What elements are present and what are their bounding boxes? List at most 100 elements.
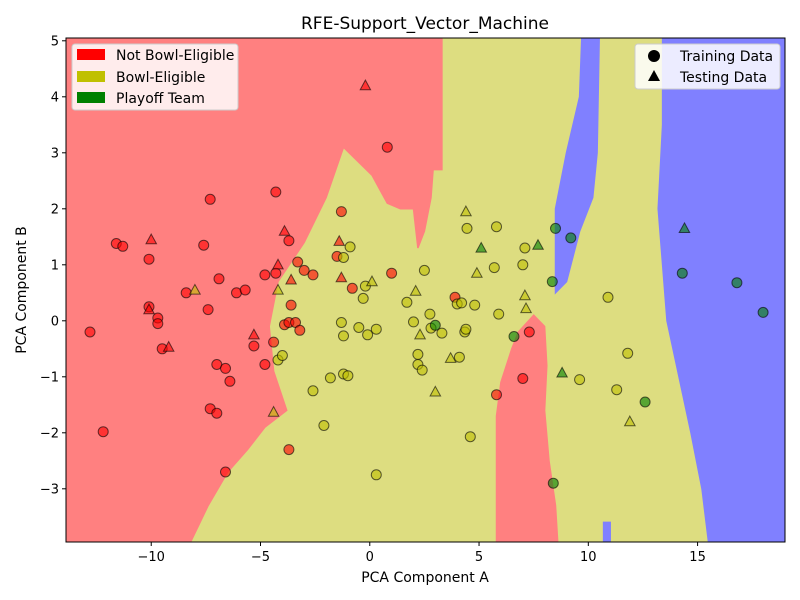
- testing-point: [247, 328, 261, 340]
- training-point: [488, 262, 500, 274]
- training-point: [456, 297, 468, 309]
- testing-point: [409, 284, 422, 296]
- testing-point: [359, 79, 372, 91]
- training-point: [259, 269, 271, 281]
- training-point: [546, 276, 558, 288]
- training-point: [292, 256, 304, 268]
- training-point: [611, 384, 623, 396]
- training-point: [324, 372, 336, 384]
- x-tick-label: 10: [580, 550, 597, 565]
- training-point: [180, 287, 192, 299]
- y-tick-label: −2: [40, 426, 59, 441]
- region-not-bowl-eligible-1: [495, 314, 559, 542]
- training-point: [220, 466, 231, 478]
- plot-frame: [65, 37, 786, 543]
- training-point: [370, 323, 382, 335]
- training-point: [307, 269, 319, 281]
- y-tick-label: −1: [40, 370, 59, 385]
- training-point: [338, 252, 349, 263]
- training-point: [453, 351, 465, 363]
- testing-point: [335, 271, 348, 283]
- training-point: [318, 420, 330, 431]
- training-point: [220, 362, 231, 374]
- training-point: [268, 336, 280, 348]
- training-point: [213, 273, 225, 285]
- testing-point: [285, 273, 298, 285]
- training-point: [493, 308, 505, 320]
- training-point: [491, 221, 502, 233]
- testing-point: [333, 234, 346, 246]
- legend-label-training: Training Data: [679, 49, 773, 65]
- training-point: [285, 299, 297, 311]
- x-tick-label: −5: [251, 550, 270, 565]
- marker-legend: Training Data Testing Data: [634, 43, 781, 90]
- training-point: [202, 304, 214, 316]
- legend-swatch-playoff-team: [77, 92, 105, 103]
- training-point: [270, 186, 282, 198]
- training-point: [574, 374, 586, 386]
- training-point: [464, 431, 476, 443]
- training-point: [469, 299, 481, 311]
- legend-label-testing: Testing Data: [679, 70, 767, 86]
- training-point: [461, 222, 473, 234]
- training-point: [416, 364, 428, 376]
- training-point: [270, 267, 282, 279]
- training-point: [97, 426, 109, 438]
- training-point: [622, 347, 634, 359]
- training-point: [248, 340, 260, 352]
- region-playoff-team-4: [602, 521, 611, 542]
- testing-point: [142, 303, 156, 315]
- training-point: [429, 319, 441, 331]
- testing-point: [459, 205, 473, 217]
- testing-point: [365, 275, 379, 287]
- testing-point: [444, 351, 457, 363]
- testing-point: [531, 238, 545, 250]
- training-point: [517, 373, 529, 384]
- testing-point: [519, 301, 533, 314]
- training-point: [84, 326, 96, 338]
- training-point: [342, 370, 354, 382]
- training-point: [211, 407, 223, 419]
- training-point: [519, 242, 531, 254]
- training-point: [424, 308, 436, 320]
- x-tick-label: 0: [366, 550, 374, 565]
- x-axis-label: PCA Component A: [361, 570, 489, 586]
- training-point: [731, 277, 743, 289]
- training-point: [353, 322, 365, 333]
- training-point: [152, 318, 164, 330]
- training-point: [276, 350, 288, 361]
- marker-legend-box: [634, 43, 781, 90]
- training-point: [565, 232, 577, 244]
- training-point: [335, 206, 347, 218]
- training-point: [239, 284, 251, 296]
- training-point: [298, 264, 310, 276]
- training-point: [117, 240, 129, 252]
- testing-point: [475, 241, 488, 253]
- y-tick-label: 4: [51, 90, 59, 105]
- training-point: [294, 324, 306, 336]
- testing-point: [623, 415, 636, 427]
- testing-point: [271, 283, 285, 295]
- training-point: [381, 141, 393, 153]
- data-points: [84, 79, 769, 489]
- region-playoff-team-2: [554, 38, 600, 295]
- training-point: [335, 317, 347, 328]
- testing-point: [413, 328, 427, 340]
- training-point: [307, 385, 319, 397]
- training-point: [283, 235, 295, 247]
- legend-label-playoff-team: Playoff Team: [116, 91, 205, 107]
- class-legend-box: [71, 43, 239, 111]
- training-point: [676, 267, 688, 279]
- training-point: [370, 469, 382, 481]
- class-legend: Not Bowl-Eligible Bowl-Eligible Playoff …: [71, 43, 239, 111]
- y-tick-label: 2: [51, 202, 59, 217]
- training-point: [436, 327, 448, 339]
- training-point: [283, 444, 295, 456]
- testing-point: [267, 405, 280, 417]
- training-point: [344, 241, 356, 253]
- training-point: [357, 292, 369, 304]
- training-point: [757, 306, 769, 318]
- x-tick-label: −10: [138, 550, 165, 565]
- x-tick-label: 15: [689, 550, 706, 565]
- testing-point: [470, 266, 483, 278]
